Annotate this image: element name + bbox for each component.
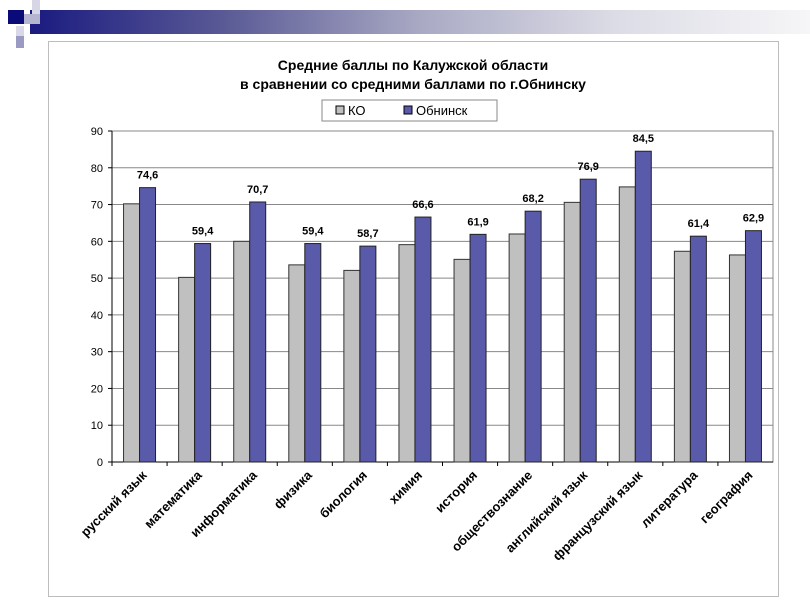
- data-label-obninsk: 58,7: [357, 228, 378, 240]
- y-tick-label: 30: [91, 347, 103, 359]
- x-tick-label: французский язык: [550, 467, 646, 563]
- bar-obninsk: [469, 233, 487, 463]
- y-tick-label: 0: [97, 457, 103, 469]
- data-label-obninsk: 59,4: [192, 226, 214, 238]
- legend-swatch-ko: [335, 105, 345, 115]
- data-label-obninsk: 61,9: [467, 216, 488, 228]
- x-tick-label: география: [697, 468, 756, 527]
- chart-frame: [48, 41, 779, 597]
- bar-ko: [288, 264, 306, 463]
- data-label-obninsk: 62,9: [743, 213, 764, 225]
- bar-obninsk: [194, 243, 212, 463]
- data-label-obninsk: 84,5: [633, 133, 654, 145]
- legend-swatch-obninsk: [403, 105, 413, 115]
- bar-ko: [563, 201, 581, 463]
- bar-ko: [453, 258, 471, 463]
- x-tick-label: физика: [271, 467, 316, 512]
- bar-ko: [343, 269, 361, 463]
- x-tick-label: литература: [638, 467, 701, 530]
- data-label-obninsk: 59,4: [302, 226, 324, 238]
- bar-ko: [233, 240, 251, 463]
- bar-ko: [673, 250, 691, 463]
- x-tick-label: история: [432, 468, 480, 516]
- chart-title-line-2: в сравнении со средними баллами по г.Обн…: [240, 76, 586, 92]
- legend: КО Обнинск: [321, 99, 498, 122]
- y-tick-label: 40: [91, 310, 103, 322]
- bar-obninsk: [304, 243, 322, 463]
- bar-obninsk: [414, 216, 432, 463]
- bar-ko: [398, 244, 416, 463]
- bar-obninsk: [524, 210, 542, 463]
- y-tick-label: 60: [91, 236, 103, 248]
- bar-obninsk: [634, 150, 652, 463]
- decor-square: [32, 0, 40, 24]
- bar-obninsk: [579, 178, 597, 463]
- decor-square: [24, 14, 40, 24]
- legend-label-obninsk: Обнинск: [416, 103, 468, 118]
- x-tick-label: биология: [316, 468, 370, 522]
- y-tick-label: 50: [91, 273, 103, 285]
- bar-ko: [178, 276, 196, 463]
- decor-square: [16, 36, 24, 48]
- y-tick-label: 80: [91, 163, 103, 175]
- bar-obninsk: [744, 230, 762, 463]
- bar-ko: [618, 186, 636, 463]
- x-tick-label: русский язык: [78, 467, 150, 539]
- bar-obninsk: [359, 245, 377, 463]
- data-label-obninsk: 74,6: [137, 170, 158, 182]
- data-label-obninsk: 76,9: [577, 161, 598, 173]
- data-label-obninsk: 70,7: [247, 184, 268, 196]
- data-label-obninsk: 68,2: [522, 193, 543, 205]
- data-label-obninsk: 66,6: [412, 199, 433, 211]
- y-tick-label: 10: [91, 420, 103, 432]
- legend-label-ko: КО: [348, 103, 366, 118]
- bar-obninsk: [249, 201, 267, 463]
- bar-ko: [728, 254, 746, 463]
- chart-title-line-1: Средние баллы по Калужской области: [278, 57, 548, 73]
- y-tick-label: 70: [91, 200, 103, 212]
- header-gradient-bar: [30, 10, 810, 34]
- decor-square: [8, 10, 24, 24]
- bar-ko: [123, 203, 141, 463]
- bar-ko: [508, 233, 526, 463]
- data-label-obninsk: 61,4: [688, 218, 710, 230]
- x-tick-label: химия: [386, 468, 425, 507]
- bar-obninsk: [689, 235, 707, 463]
- y-tick-label: 20: [91, 383, 103, 395]
- bar-obninsk: [139, 187, 157, 463]
- plot-area: [111, 130, 774, 463]
- y-tick-label: 90: [91, 126, 103, 138]
